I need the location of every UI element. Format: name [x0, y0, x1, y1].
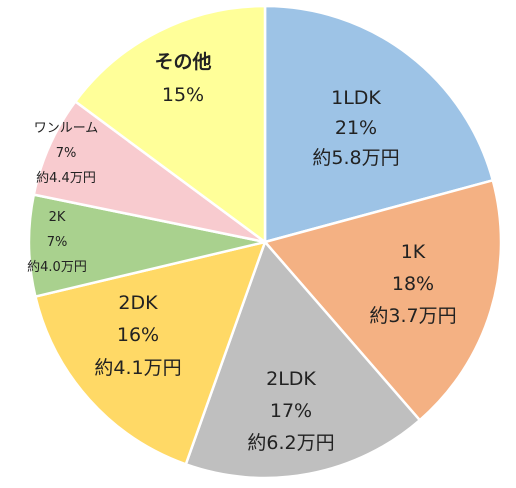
label-oneroom-price: 約4.4万円: [36, 171, 96, 186]
label-2dk-price: 約4.1万円: [94, 357, 181, 379]
pie-labels: 1LDK 21% 約5.8万円 1K 18% 約3.7万円 2LDK 17% 約…: [27, 50, 456, 454]
label-2k-price: 約4.0万円: [27, 260, 87, 275]
label-1ldk-name: 1LDK: [331, 87, 381, 109]
label-oneroom-name: ワンルーム: [34, 121, 99, 136]
pie-slice-2k: [27, 193, 267, 298]
label-2ldk-price: 約6.2万円: [247, 432, 334, 454]
label-1k-price: 約3.7万円: [369, 305, 456, 327]
pie-slice-oneroom: [32, 100, 267, 244]
label-1ldk-percent: 21%: [335, 117, 377, 139]
label-1k-name: 1K: [401, 241, 426, 263]
label-other-name: その他: [154, 50, 211, 73]
pie-slice-2dk: [34, 240, 267, 466]
label-1ldk-price: 約5.8万円: [312, 147, 399, 169]
label-other-percent: 15%: [162, 84, 204, 106]
pie-slice-other: [74, 4, 267, 244]
pie-slice-1k: [263, 179, 503, 422]
pie-slices: [27, 4, 503, 480]
label-2ldk-name: 2LDK: [266, 368, 316, 390]
label-2dk-percent: 16%: [117, 324, 159, 346]
label-2dk-name: 2DK: [118, 292, 158, 314]
label-1k-percent: 18%: [392, 273, 434, 295]
label-2k-name: 2K: [49, 210, 66, 225]
label-oneroom-percent: 7%: [56, 146, 77, 161]
pie-slice-1ldk: [263, 4, 495, 244]
label-2k-percent: 7%: [47, 235, 68, 250]
label-2ldk-percent: 17%: [270, 400, 312, 422]
